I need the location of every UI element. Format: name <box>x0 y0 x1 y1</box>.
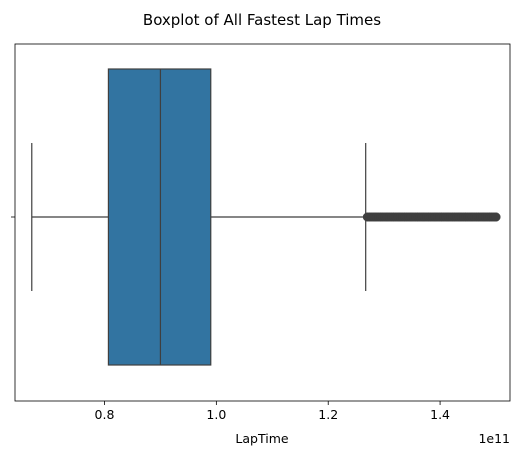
chart-title: Boxplot of All Fastest Lap Times <box>143 11 381 29</box>
x-tick-label: 1.2 <box>318 407 338 422</box>
outlier-point <box>491 212 501 222</box>
plot-area <box>14 43 511 402</box>
x-axis-label: LapTime <box>235 431 288 446</box>
iqr-box <box>107 68 212 366</box>
x-tick-label: 1.0 <box>206 407 226 422</box>
x-axis-scale-label: 1e11 <box>478 431 510 446</box>
x-tick-label: 1.4 <box>430 407 450 422</box>
x-tick-label: 0.8 <box>95 407 115 422</box>
